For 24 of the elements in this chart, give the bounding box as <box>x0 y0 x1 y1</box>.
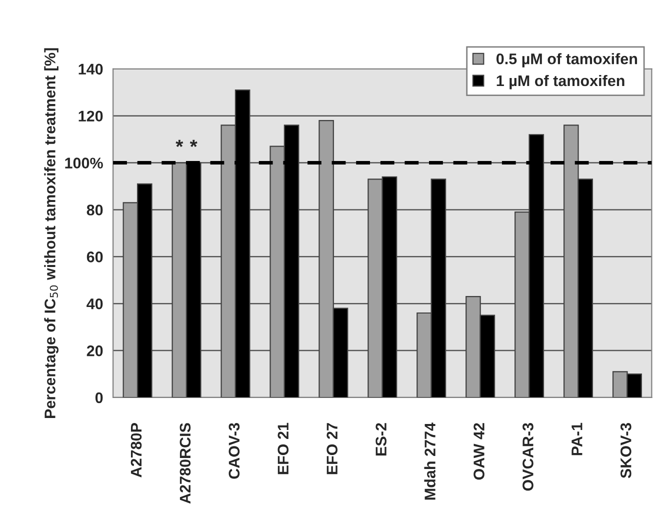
legend-label: 1 µM of tamoxifen <box>496 74 624 90</box>
y-tick-label: 100% <box>65 158 103 168</box>
x-tick-label: OAW 42 <box>474 423 484 480</box>
y-tick-label: 40 <box>86 298 103 310</box>
x-tick-label: OVCAR-3 <box>522 423 534 491</box>
y-tick-label: 60 <box>86 252 103 262</box>
x-tick-label: SKOV-3 <box>620 423 632 478</box>
x-tick-label: A2780P <box>130 423 142 478</box>
y-tick-label: 20 <box>86 345 103 356</box>
x-tick-label: ES-2 <box>376 423 386 456</box>
x-tick-label: Mdah 2774 <box>424 422 436 500</box>
y-tick-label: 0 <box>95 392 103 404</box>
annotation: * <box>176 140 184 148</box>
x-tick-label: EFO 21 <box>278 422 289 474</box>
y-tick-label: 120 <box>78 110 103 122</box>
y-tick-label: 80 <box>86 204 103 216</box>
y-tick-label: 140 <box>78 64 103 75</box>
annotation: * <box>190 140 198 148</box>
y-axis-title: Percentage of IC$_{50}$ without tamoxifen treatment [%] <box>44 48 58 418</box>
x-tick-label: A2780RCIS <box>180 423 191 504</box>
x-tick-label: EFO 27 <box>326 423 338 474</box>
x-tick-label: PA-1 <box>572 422 582 456</box>
legend-label: 0.5 µM of tamoxifen <box>496 53 638 68</box>
x-tick-label: CAOV-3 <box>228 423 240 479</box>
